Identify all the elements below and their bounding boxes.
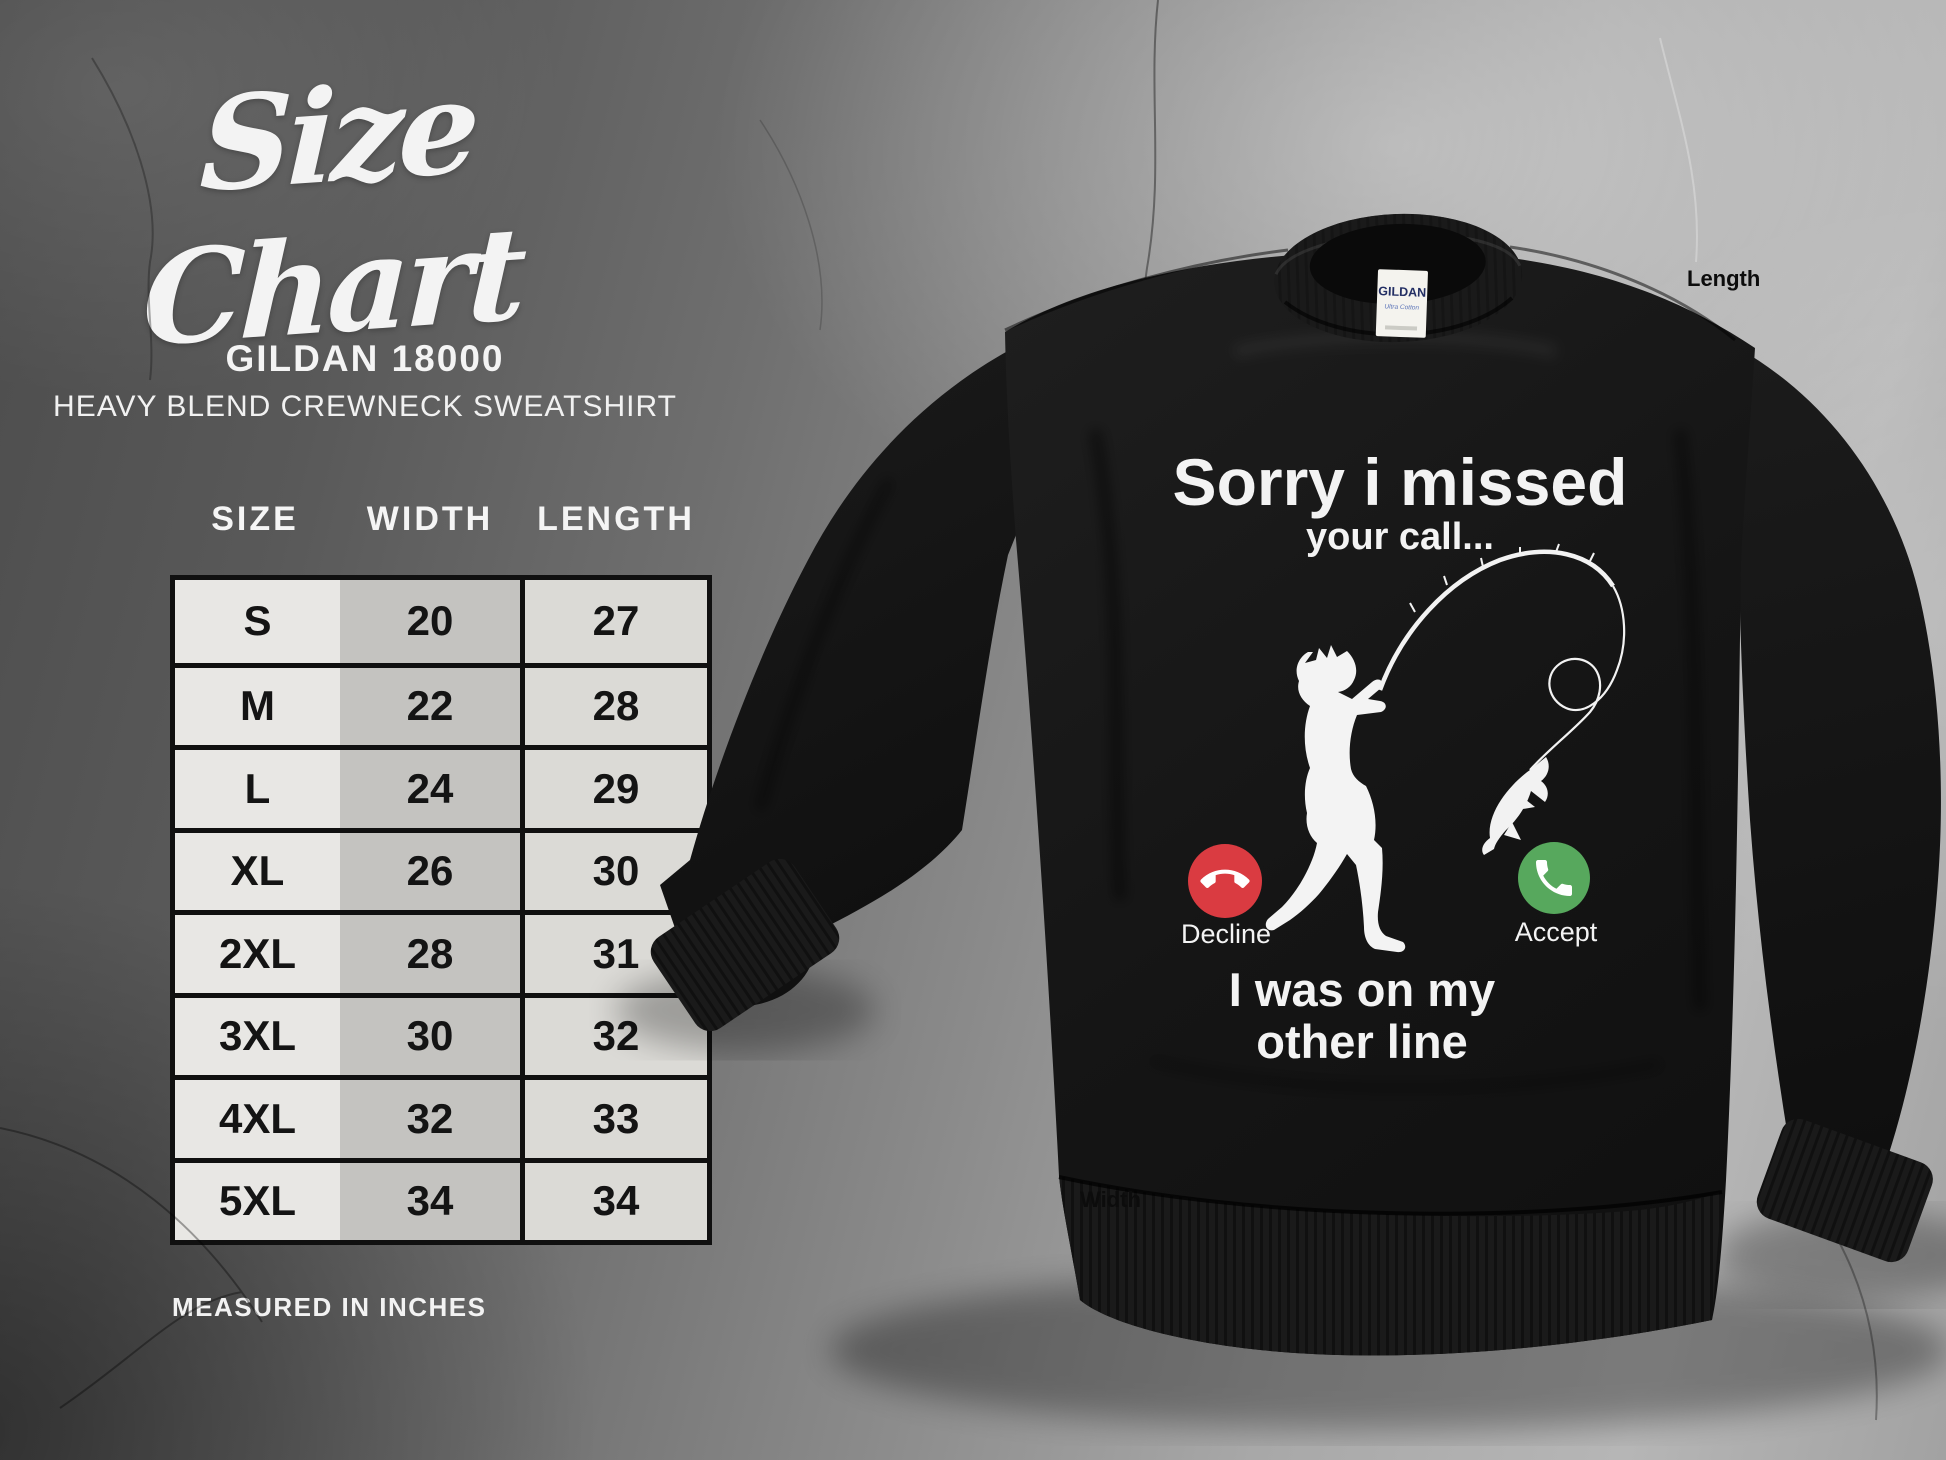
table-cell: 33	[520, 1075, 707, 1158]
col-header-size: SIZE	[211, 500, 299, 538]
table-cell: 4XL	[175, 1075, 340, 1158]
table-cell: 34	[520, 1157, 707, 1240]
table-cell: 2XL	[175, 910, 340, 993]
length-annotation: Length	[1687, 266, 1760, 291]
right-cuff	[1756, 1118, 1933, 1263]
width-annotation: Width	[1080, 1187, 1141, 1212]
hem-band	[1059, 1176, 1722, 1356]
accept-label: Accept	[1515, 917, 1598, 947]
table-cell: 34	[340, 1157, 520, 1240]
neck-label: GILDAN Ultra Cotton	[1375, 269, 1428, 338]
decline-phone-icon	[1200, 869, 1250, 888]
table-cell: 28	[520, 662, 707, 745]
print-caption-line2: other line	[1256, 1015, 1468, 1068]
table-cell: 27	[520, 580, 707, 663]
size-table: S 20 27 M 22 28 L 24 29 XL 26 30 2XL 28 …	[170, 575, 712, 1245]
accept-call-button: Accept	[1515, 842, 1598, 947]
left-cuff	[650, 858, 840, 1032]
col-header-length: LENGTH	[537, 500, 695, 538]
table-cell: 24	[340, 745, 520, 828]
decline-label: Decline	[1181, 919, 1271, 949]
table-cell: S	[175, 580, 340, 663]
table-cell: 30	[340, 992, 520, 1075]
print-caption-line1: I was on my	[1229, 963, 1495, 1016]
table-cell: 3XL	[175, 992, 340, 1075]
table-cell: XL	[175, 827, 340, 910]
shoulder-seams	[1004, 245, 1736, 342]
chest-print: Sorry i missed your call...	[1173, 445, 1628, 1068]
units-footnote: MEASURED IN INCHES	[172, 1292, 487, 1322]
table-header-row: SIZE WIDTH LENGTH	[170, 500, 712, 539]
fish-icon	[1482, 757, 1549, 855]
print-headline: Sorry i missed	[1173, 445, 1628, 519]
table-cell: 32	[340, 1075, 520, 1158]
print-subline: your call...	[1306, 516, 1494, 558]
neck-label-brand: GILDAN	[1378, 284, 1426, 300]
table-cell: 5XL	[175, 1157, 340, 1240]
fishing-rod	[1377, 543, 1626, 771]
product-line: HEAVY BLEND CREWNECK SWEATSHIRT	[53, 390, 677, 423]
table-cell: 20	[340, 580, 520, 663]
fisherman-silhouette-icon	[1265, 645, 1406, 953]
fabric-folds	[755, 331, 1706, 1093]
neck-label-sub: Ultra Cotton	[1384, 303, 1419, 311]
table-cell: L	[175, 745, 340, 828]
table-cell: M	[175, 662, 340, 745]
brand-line: GILDAN 18000	[225, 338, 505, 379]
decline-call-button: Decline	[1181, 844, 1271, 949]
left-sleeve	[660, 332, 1045, 1007]
table-cell: 29	[520, 745, 707, 828]
table-cell: 28	[340, 910, 520, 993]
table-cell: 22	[340, 662, 520, 745]
col-header-width: WIDTH	[366, 500, 494, 538]
accept-phone-icon	[1536, 860, 1572, 896]
right-sleeve	[1738, 348, 1941, 1225]
hem-seam	[1058, 1175, 1723, 1216]
table-cell: 26	[340, 827, 520, 910]
